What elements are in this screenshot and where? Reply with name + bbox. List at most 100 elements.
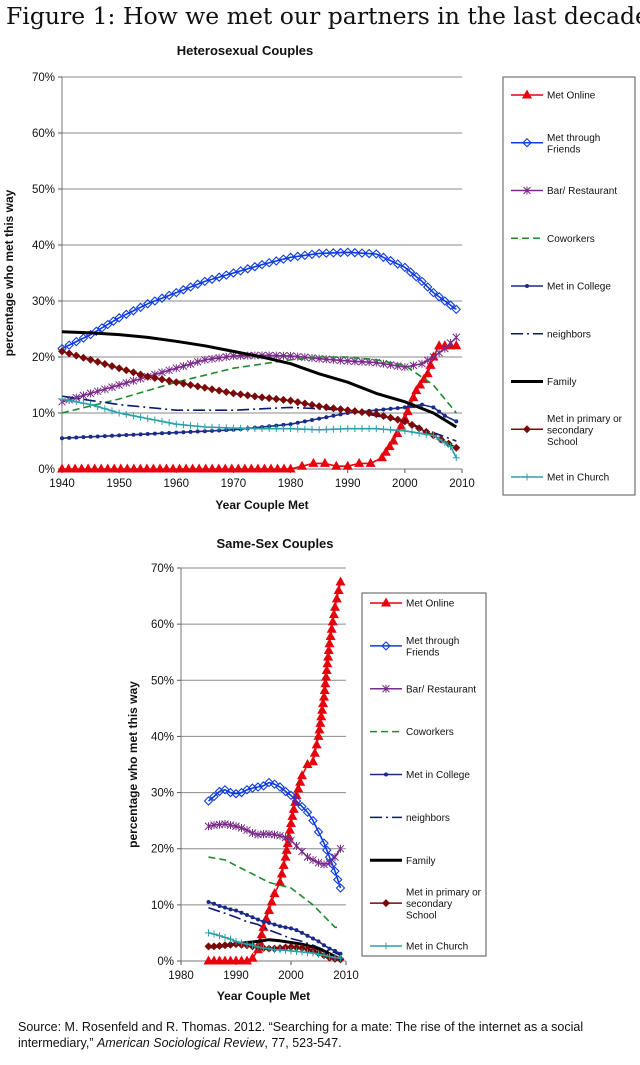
point-met-online xyxy=(247,952,258,962)
point-met-online xyxy=(266,896,277,906)
point-met-through-friends xyxy=(102,319,113,330)
point-met-in-church xyxy=(387,426,395,434)
point-met-online xyxy=(226,463,237,473)
x-tick-label: 2010 xyxy=(449,478,475,490)
point-met-in-church xyxy=(254,943,262,951)
point-met-online xyxy=(128,463,139,473)
point-met-in-primary-or-secondary-school xyxy=(72,351,81,360)
point-met-in-primary-or-secondary-school xyxy=(258,393,266,402)
legend-label-line: Met in College xyxy=(406,770,470,781)
line-family xyxy=(61,330,458,429)
point-met-in-church xyxy=(258,425,266,433)
point-met-in-primary-or-secondary-school xyxy=(115,364,124,373)
legend: Met Online Met through Friends Bar/ Restaur… xyxy=(502,76,636,496)
point-met-online xyxy=(377,452,387,462)
point-met-in-college xyxy=(124,433,129,438)
point-met-in-college xyxy=(283,925,288,930)
point-met-through-friends xyxy=(428,287,439,298)
point-met-in-primary-or-secondary-school xyxy=(58,347,66,356)
point-met-in-primary-or-secondary-school xyxy=(292,943,301,952)
point-met-in-college xyxy=(311,936,315,941)
series-coworkers xyxy=(208,856,341,929)
point-met-in-primary-or-secondary-school xyxy=(165,376,174,385)
y-tick-label: 20% xyxy=(32,352,55,364)
point-met-in-church xyxy=(331,954,339,962)
point-bar-restaurant xyxy=(320,860,328,869)
point-met-in-primary-or-secondary-school xyxy=(298,944,306,953)
point-met-in-church xyxy=(244,424,252,432)
point-met-in-college xyxy=(152,431,157,436)
series-neighbors xyxy=(61,395,457,442)
point-bar-restaurant xyxy=(208,354,216,363)
source-citation: Source: M. Rosenfeld and R. Thomas. 2012… xyxy=(18,1019,628,1051)
point-met-online xyxy=(326,623,337,633)
point-met-through-friends xyxy=(321,248,332,258)
point-bar-restaurant xyxy=(229,351,238,360)
point-met-online xyxy=(278,860,289,870)
point-met-in-church xyxy=(251,425,259,433)
point-met-through-friends xyxy=(214,272,224,282)
point-met-through-friends xyxy=(250,261,260,272)
series-met-through-friends xyxy=(203,777,346,893)
point-met-online xyxy=(280,851,291,861)
point-met-in-church xyxy=(215,424,223,432)
legend-label-line: Met through xyxy=(406,636,459,647)
point-met-online xyxy=(319,684,330,694)
legend-item-met-through-friends: Met through Friends xyxy=(370,636,459,658)
point-met-in-college xyxy=(160,431,164,436)
legend-marker xyxy=(382,684,390,693)
legend-marker xyxy=(522,89,532,99)
point-met-through-friends xyxy=(302,807,313,817)
source-suffix: , 77, 523-547. xyxy=(264,1036,342,1050)
point-met-in-primary-or-secondary-school xyxy=(415,424,424,433)
point-met-online xyxy=(318,698,329,708)
point-met-in-church xyxy=(229,424,237,432)
point-met-through-friends xyxy=(247,783,258,793)
point-met-online xyxy=(239,463,250,473)
point-met-in-college xyxy=(288,422,293,427)
legend-label: Met in College xyxy=(406,770,470,781)
point-met-in-church xyxy=(165,419,173,427)
point-met-through-friends xyxy=(364,248,374,259)
point-met-through-friends xyxy=(178,285,189,295)
series-met-in-church xyxy=(205,929,344,962)
point-met-online xyxy=(324,638,335,648)
x-tick-label: 1990 xyxy=(335,478,361,490)
point-met-through-friends xyxy=(200,276,210,287)
point-met-online xyxy=(415,379,426,389)
point-bar-restaurant xyxy=(418,359,426,368)
point-met-in-primary-or-secondary-school xyxy=(372,410,381,419)
legend-label-line: Family xyxy=(547,377,576,388)
chart-title: Heterosexual Couples xyxy=(177,43,314,58)
point-met-online xyxy=(135,463,146,473)
point-bar-restaurant xyxy=(343,356,352,365)
point-met-in-church xyxy=(372,425,380,433)
point-met-in-college xyxy=(206,900,211,905)
point-met-through-friends xyxy=(171,287,182,298)
point-met-in-church xyxy=(222,424,230,432)
point-bar-restaurant xyxy=(101,385,109,394)
legend-marker xyxy=(382,942,390,950)
point-met-in-college xyxy=(442,413,447,418)
point-met-in-church xyxy=(243,940,251,948)
point-met-in-primary-or-secondary-school xyxy=(300,399,309,408)
point-met-online xyxy=(317,704,328,714)
point-bar-restaurant xyxy=(336,844,345,853)
point-met-online xyxy=(246,463,257,473)
point-met-online xyxy=(380,446,391,456)
point-met-online xyxy=(320,678,331,688)
point-met-through-friends xyxy=(321,845,332,855)
point-met-through-friends xyxy=(228,268,239,278)
point-met-in-church xyxy=(205,929,212,937)
legend-label-line: School xyxy=(406,911,437,922)
point-bar-restaurant xyxy=(243,826,251,835)
point-met-online xyxy=(287,810,298,820)
point-met-online xyxy=(297,460,307,470)
point-bar-restaurant xyxy=(314,858,323,867)
point-met-online xyxy=(148,463,159,473)
point-met-online xyxy=(276,868,287,878)
legend-item-met-in-primary-or-secondary-school: Met in primary or secondary School xyxy=(511,414,623,448)
point-met-through-friends xyxy=(378,252,389,263)
point-met-in-college xyxy=(278,924,282,929)
point-met-online xyxy=(327,616,338,626)
